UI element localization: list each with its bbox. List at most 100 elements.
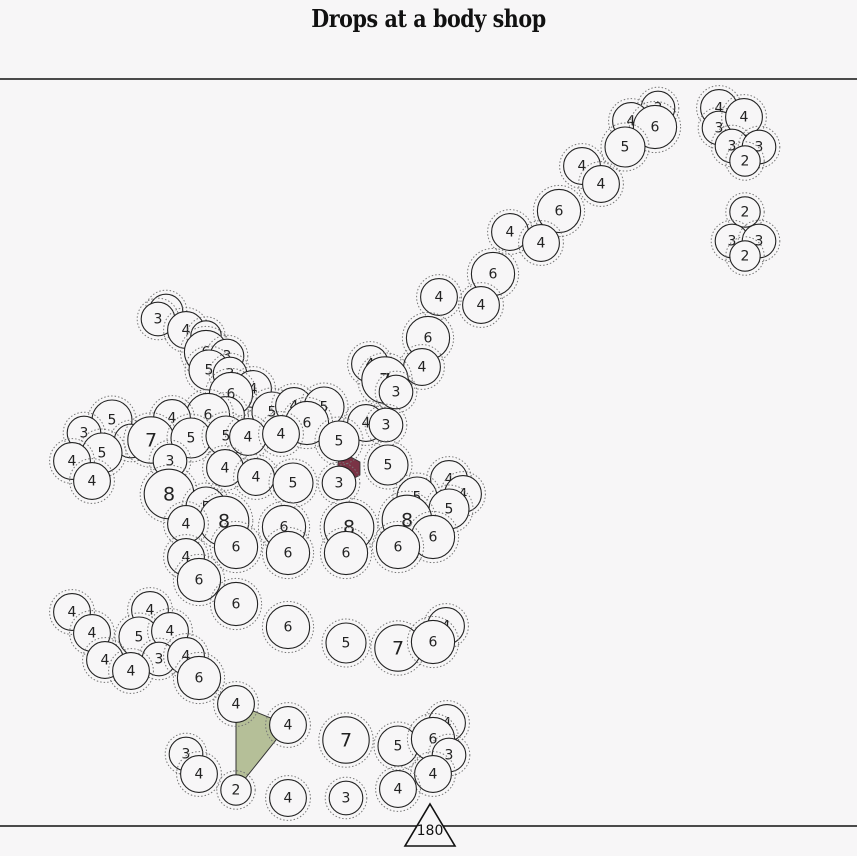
node-circle [213,581,259,627]
node-number: 4 [88,626,97,642]
node-circle [73,462,111,500]
node-ring [69,610,115,656]
node-circle [213,524,259,570]
node-number: 4 [597,177,606,193]
node[interactable]: 4 [410,751,456,797]
node-number: 5 [268,405,277,421]
node-ring [261,526,315,580]
node[interactable]: 5 [600,122,650,172]
node[interactable]: 4 [69,458,115,504]
node-ring [265,702,311,748]
node-ring [363,440,413,490]
node-number: 5 [342,636,351,652]
node-ring [424,700,470,746]
node-ring [147,608,193,654]
node[interactable]: 4 [375,766,421,812]
node[interactable]: 2 [216,770,256,810]
node-circle [262,415,300,453]
node-ring [578,161,624,207]
node-number: 4 [232,697,241,713]
node[interactable]: 2 [725,141,765,181]
node-ring [628,100,682,154]
node-number: 5 [289,476,298,492]
node[interactable]: 4 [578,161,624,207]
node[interactable]: 5 [314,416,364,466]
node-number: 4 [195,767,204,783]
node[interactable]: 5 [363,440,413,490]
node-circle [378,374,414,410]
node[interactable]: 3 [324,776,368,820]
node-number: 4 [101,653,110,669]
node-ring [721,94,767,140]
node[interactable]: 6 [209,520,263,574]
node-circle [176,655,222,701]
node-ring [163,534,209,580]
node-ring [725,236,765,276]
node-number: 6 [232,540,241,556]
node-ring [176,751,222,797]
node-ring [209,520,263,574]
node-number: 4 [249,382,258,398]
node-ring [410,751,456,797]
node-number: 4 [284,791,293,807]
node[interactable]: 6 [172,651,226,705]
node[interactable]: 4 [416,274,462,320]
node[interactable]: 6 [406,510,460,564]
node-ring [194,491,254,551]
node-number: 6 [195,671,204,687]
node[interactable]: 5 [268,458,318,508]
node-number: 4 [88,474,97,490]
node[interactable]: 2 [725,192,765,232]
node[interactable]: 4 [265,702,311,748]
node[interactable]: 6 [406,615,460,669]
node-number: 5 [621,140,630,156]
node[interactable]: 4 [265,775,311,821]
node-circle [180,755,218,793]
node-number: 4 [394,782,403,798]
node[interactable]: 4 [108,648,154,694]
node-number: 5 [187,431,196,447]
node[interactable]: 6 [628,100,682,154]
node[interactable]: 6 [319,526,373,580]
node-number: 6 [429,635,438,651]
move-counter[interactable]: 180 [403,802,457,847]
node[interactable]: 6 [371,520,425,574]
node[interactable]: 4 [213,681,259,727]
node-layer[interactable]: 3465446446446447343433223323342635346545… [49,85,781,821]
node[interactable]: 4 [176,751,222,797]
node-ring [324,776,368,820]
node-number: 3 [728,234,737,250]
node-ring [440,471,486,517]
node[interactable]: 6 [466,247,520,301]
node[interactable]: 4 [458,282,504,328]
node[interactable]: 6 [172,553,226,607]
page-title: Drops at a body shop [311,4,546,33]
node[interactable]: 4 [518,220,564,266]
node[interactable]: 6 [261,526,315,580]
node-ring [230,366,276,412]
node-ring [458,282,504,328]
node-number: 6 [204,408,213,424]
node-number: 3 [155,652,164,668]
node-circle [321,465,357,501]
node-number: 4 [252,470,261,486]
node-circle [462,286,500,324]
node-ring [532,184,586,238]
node-number: 4 [715,101,724,117]
node-number: 5 [445,502,454,518]
node[interactable]: 6 [209,577,263,631]
node-circle [368,407,404,443]
node-number: 5 [205,363,214,379]
node[interactable]: 5 [321,618,371,668]
node-circle [322,716,370,764]
node-circle [272,462,314,504]
node[interactable]: 6 [261,600,315,654]
node[interactable]: 2 [725,236,765,276]
node-ring [213,681,259,727]
node[interactable]: 4 [258,411,304,457]
triangle-icon [403,802,457,847]
node-number: 3 [335,476,344,492]
node-number: 3 [445,748,454,764]
node[interactable]: 7 [318,712,374,768]
